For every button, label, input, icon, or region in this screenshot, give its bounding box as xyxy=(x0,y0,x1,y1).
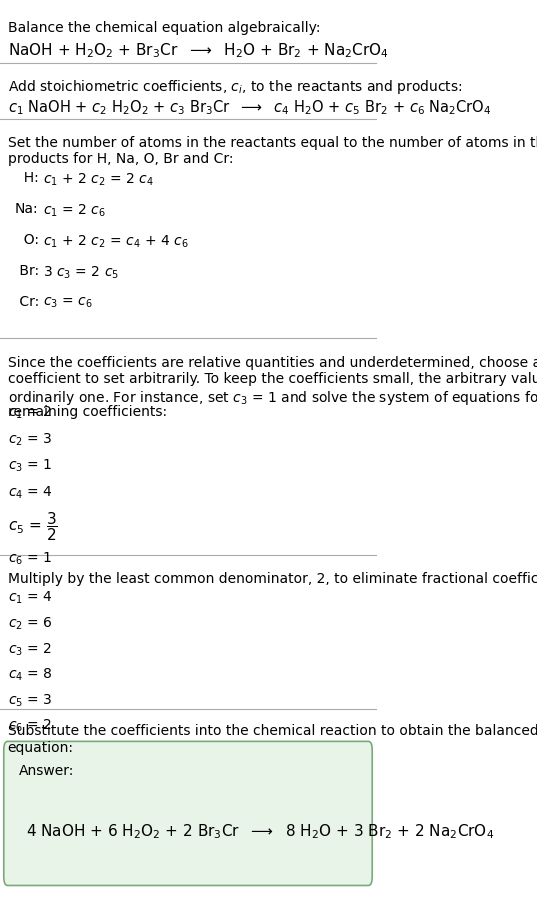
Text: Na:: Na: xyxy=(15,202,39,216)
Text: Substitute the coefficients into the chemical reaction to obtain the balanced: Substitute the coefficients into the che… xyxy=(8,723,537,737)
Text: $c_6$ = 1: $c_6$ = 1 xyxy=(8,550,52,567)
Text: $c_6$ = 2: $c_6$ = 2 xyxy=(8,717,52,733)
Text: $c_5$ = 3: $c_5$ = 3 xyxy=(8,691,52,708)
Text: Br:: Br: xyxy=(15,264,39,278)
Text: Multiply by the least common denominator, 2, to eliminate fractional coefficient: Multiply by the least common denominator… xyxy=(8,571,537,585)
Text: ordinarily one. For instance, set $c_3$ = 1 and solve the system of equations fo: ordinarily one. For instance, set $c_3$ … xyxy=(8,388,537,406)
Text: H:: H: xyxy=(15,171,39,185)
Text: $c_5$ = $\dfrac{3}{2}$: $c_5$ = $\dfrac{3}{2}$ xyxy=(8,510,57,543)
Text: coefficient to set arbitrarily. To keep the coefficients small, the arbitrary va: coefficient to set arbitrarily. To keep … xyxy=(8,372,537,385)
Text: $c_1$ + 2 $c_2$ = 2 $c_4$: $c_1$ + 2 $c_2$ = 2 $c_4$ xyxy=(43,171,154,188)
Text: Since the coefficients are relative quantities and underdetermined, choose a: Since the coefficients are relative quan… xyxy=(8,355,537,369)
Text: products for H, Na, O, Br and Cr:: products for H, Na, O, Br and Cr: xyxy=(8,152,233,166)
Text: $c_1$ NaOH + $c_2$ H$_2$O$_2$ + $c_3$ Br$_3$Cr  $\longrightarrow$  $c_4$ H$_2$O : $c_1$ NaOH + $c_2$ H$_2$O$_2$ + $c_3$ Br… xyxy=(8,98,491,118)
Text: remaining coefficients:: remaining coefficients: xyxy=(8,404,166,418)
Text: $c_2$ = 6: $c_2$ = 6 xyxy=(8,615,52,631)
Text: 4 NaOH + 6 H$_2$O$_2$ + 2 Br$_3$Cr  $\longrightarrow$  8 H$_2$O + 3 Br$_2$ + 2 N: 4 NaOH + 6 H$_2$O$_2$ + 2 Br$_3$Cr $\lon… xyxy=(26,822,495,841)
Text: $c_1$ = 4: $c_1$ = 4 xyxy=(8,589,52,606)
Text: $c_1$ = 2 $c_6$: $c_1$ = 2 $c_6$ xyxy=(43,202,106,219)
Text: $c_4$ = 4: $c_4$ = 4 xyxy=(8,484,52,500)
Text: equation:: equation: xyxy=(8,740,74,753)
Text: $c_1$ + 2 $c_2$ = $c_4$ + 4 $c_6$: $c_1$ + 2 $c_2$ = $c_4$ + 4 $c_6$ xyxy=(43,233,189,250)
Text: $c_4$ = 8: $c_4$ = 8 xyxy=(8,666,52,682)
Text: Balance the chemical equation algebraically:: Balance the chemical equation algebraica… xyxy=(8,21,320,35)
Text: 3 $c_3$ = 2 $c_5$: 3 $c_3$ = 2 $c_5$ xyxy=(43,264,119,281)
Text: O:: O: xyxy=(15,233,39,247)
Text: Cr:: Cr: xyxy=(15,295,39,309)
Text: Add stoichiometric coefficients, $c_i$, to the reactants and products:: Add stoichiometric coefficients, $c_i$, … xyxy=(8,78,462,97)
FancyBboxPatch shape xyxy=(4,742,372,885)
Text: $c_3$ = $c_6$: $c_3$ = $c_6$ xyxy=(43,295,93,310)
Text: NaOH + H$_2$O$_2$ + Br$_3$Cr  $\longrightarrow$  H$_2$O + Br$_2$ + Na$_2$CrO$_4$: NaOH + H$_2$O$_2$ + Br$_3$Cr $\longright… xyxy=(8,41,388,60)
Text: $c_3$ = 1: $c_3$ = 1 xyxy=(8,457,52,474)
Text: $c_2$ = 3: $c_2$ = 3 xyxy=(8,431,52,447)
Text: $c_3$ = 2: $c_3$ = 2 xyxy=(8,640,52,657)
Text: Set the number of atoms in the reactants equal to the number of atoms in the: Set the number of atoms in the reactants… xyxy=(8,136,537,149)
Text: $c_1$ = 2: $c_1$ = 2 xyxy=(8,404,52,421)
Text: Answer:: Answer: xyxy=(19,763,74,777)
